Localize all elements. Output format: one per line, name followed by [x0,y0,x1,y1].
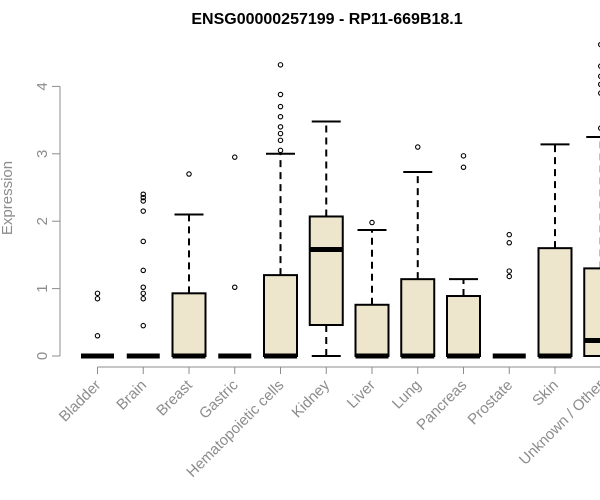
y-tick-label: 2 [34,217,51,225]
outlier-point [598,125,600,131]
outlier-point [598,41,600,48]
outlier-point [140,284,147,291]
box-group [308,120,344,357]
x-tick-label: Skin [529,377,562,410]
y-tick-label: 0 [34,352,51,360]
box [354,303,390,357]
outlier-point [140,191,147,197]
x-tick-label: Kidney [289,376,334,421]
chart-title: ENSG00000257199 - RP11-669B18.1 [191,11,462,28]
box-group [263,62,298,359]
outlier-point [277,91,284,98]
box-group [218,154,252,359]
outlier-point [94,290,101,297]
outlier-point [598,73,600,79]
outlier-point [232,284,238,291]
outlier-point [277,113,284,120]
outlier-point [277,124,284,130]
outlier-point [140,208,147,214]
box-group [126,191,160,359]
box [446,295,481,358]
outlier-point [140,238,147,245]
x-tick-label: Lung [389,377,425,413]
box [583,267,600,358]
outlier-point [506,268,512,274]
box-group [171,171,207,359]
y-tick-label: 4 [34,82,51,90]
outlier-point [94,333,101,339]
box-group [400,144,436,359]
outlier-point [460,164,467,171]
x-tick-label: Gastric [196,376,242,422]
box-group [492,231,526,359]
outlier-point [369,219,375,226]
outlier-point [598,81,600,88]
x-tick-label: Liver [344,377,379,412]
outlier-point [140,267,147,274]
outlier-point [598,63,600,69]
box [263,274,298,357]
x-tick-label: Pancreas [413,377,470,434]
outlier-point [277,137,284,144]
outlier-point [277,62,284,68]
outlier-point [506,240,512,246]
outlier-point [140,194,147,201]
box [400,278,436,357]
y-axis-label: Expression [0,161,16,235]
x-tick-label: Breast [153,376,196,419]
box-group [81,290,114,359]
outlier-point [232,154,238,160]
outlier-point [94,295,101,302]
outlier-point [277,103,284,110]
box-group [354,219,390,359]
x-tick-label: Prostate [465,377,517,429]
x-tick-label: Brain [113,377,150,414]
outlier-point [506,273,512,280]
box-group [537,143,573,359]
plot-area [81,41,600,359]
y-tick-label: 3 [34,150,51,158]
outlier-point [414,144,421,150]
outlier-point [277,130,284,137]
outlier-point [140,322,147,329]
outlier-point [140,198,147,204]
box [537,247,573,357]
outlier-point [506,231,512,238]
box [171,292,207,357]
outlier-point [140,295,147,302]
box-group [446,153,481,359]
outlier-point [598,90,600,96]
y-axis: 0 1 2 3 4 [34,82,61,360]
x-tick-label: Bladder [56,377,105,426]
outlier-point [186,171,192,177]
box-group [583,41,600,358]
outlier-point [277,147,284,154]
box [308,215,344,326]
outlier-point [140,290,147,297]
outlier-point [460,153,467,159]
y-tick-label: 1 [34,284,51,292]
